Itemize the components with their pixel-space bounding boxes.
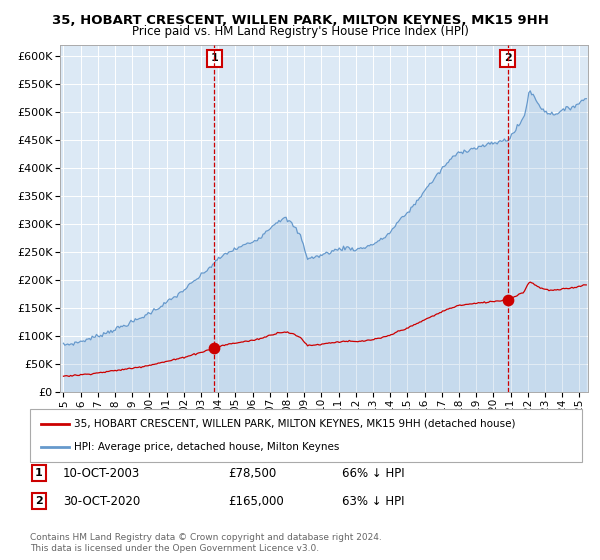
Text: Price paid vs. HM Land Registry's House Price Index (HPI): Price paid vs. HM Land Registry's House …: [131, 25, 469, 38]
Text: £165,000: £165,000: [228, 494, 284, 508]
Text: 1: 1: [35, 468, 43, 478]
Text: 10-OCT-2003: 10-OCT-2003: [63, 466, 140, 480]
Point: [209, 344, 219, 353]
Text: 35, HOBART CRESCENT, WILLEN PARK, MILTON KEYNES, MK15 9HH (detached house): 35, HOBART CRESCENT, WILLEN PARK, MILTON…: [74, 419, 515, 429]
Text: HPI: Average price, detached house, Milton Keynes: HPI: Average price, detached house, Milt…: [74, 442, 340, 452]
Text: 66% ↓ HPI: 66% ↓ HPI: [342, 466, 404, 480]
Text: 35, HOBART CRESCENT, WILLEN PARK, MILTON KEYNES, MK15 9HH: 35, HOBART CRESCENT, WILLEN PARK, MILTON…: [52, 14, 548, 27]
Text: 1: 1: [211, 54, 218, 63]
Text: 2: 2: [504, 54, 512, 63]
FancyBboxPatch shape: [30, 409, 582, 462]
Text: Contains HM Land Registry data © Crown copyright and database right 2024.
This d: Contains HM Land Registry data © Crown c…: [30, 533, 382, 553]
Text: 63% ↓ HPI: 63% ↓ HPI: [342, 494, 404, 508]
Text: 2: 2: [35, 496, 43, 506]
Text: 30-OCT-2020: 30-OCT-2020: [63, 494, 140, 508]
Point: [503, 295, 512, 304]
Text: £78,500: £78,500: [228, 466, 276, 480]
